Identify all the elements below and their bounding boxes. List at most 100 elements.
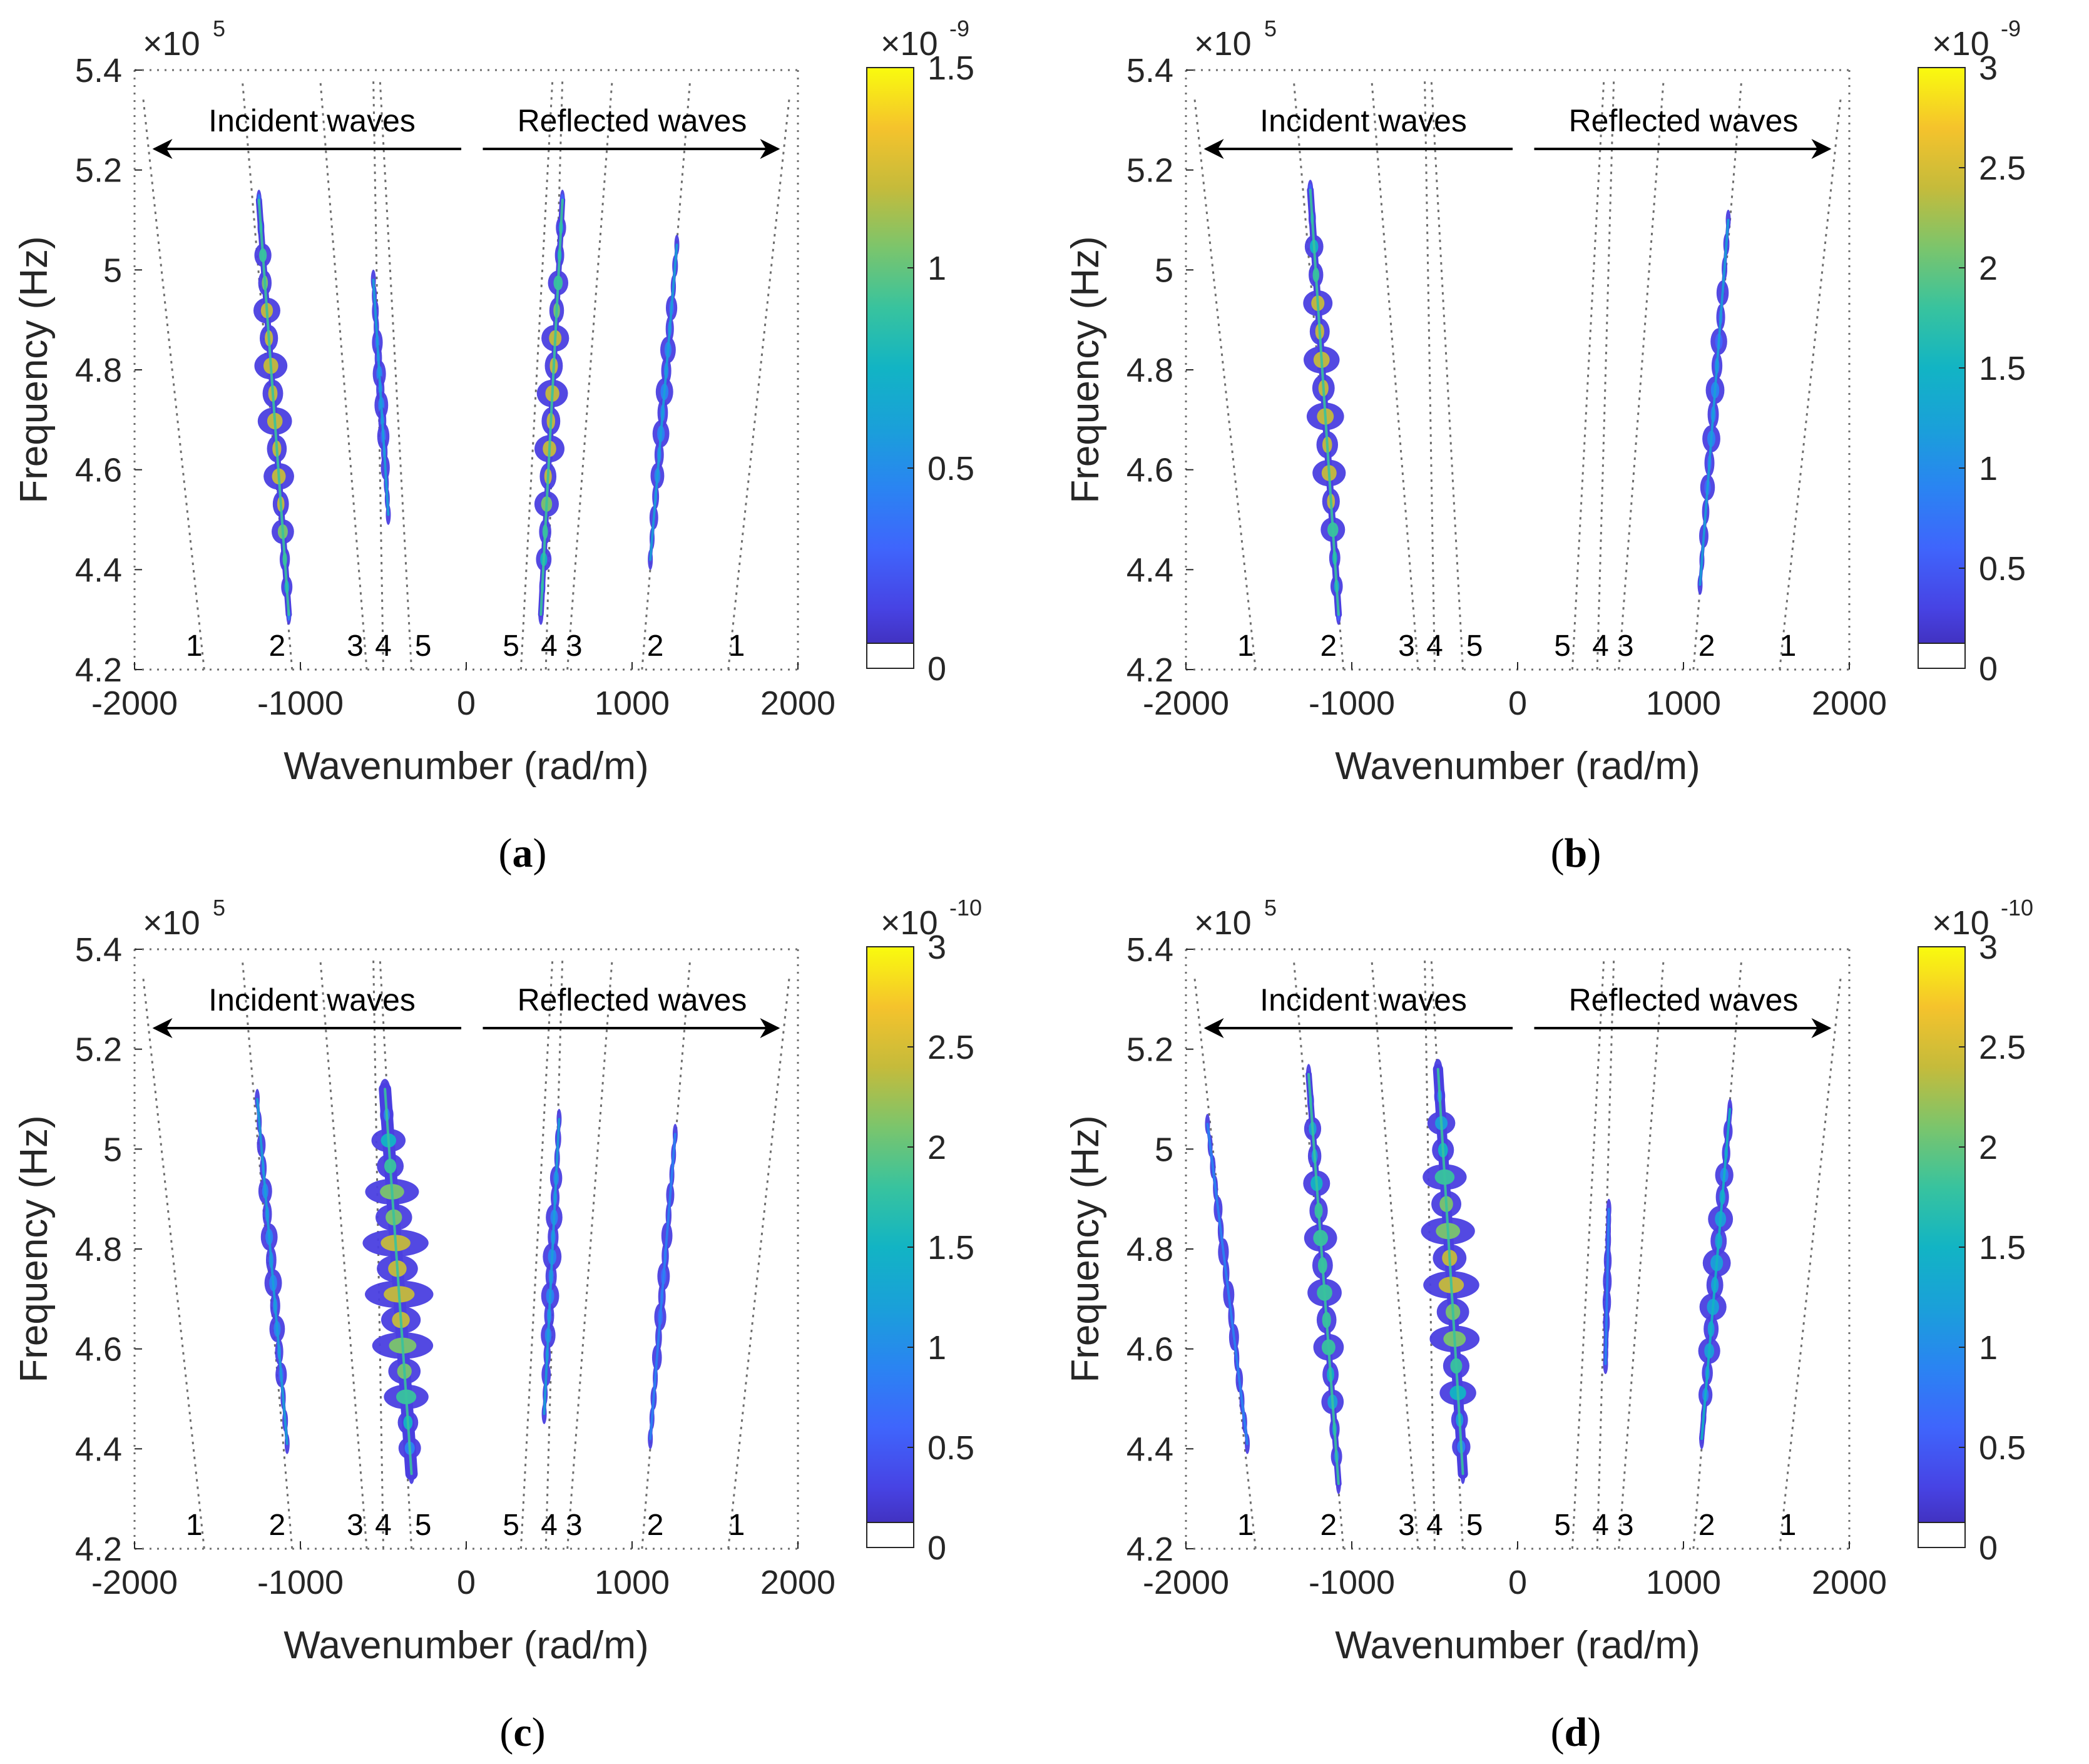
mode-label-incident-1: 1 — [186, 630, 203, 663]
band-centerline — [1206, 1123, 1249, 1445]
band-centerline — [256, 1098, 289, 1445]
y-tick-label: 4.2 — [1126, 1531, 1173, 1568]
y-tick-label: 4.6 — [1126, 1331, 1173, 1369]
colorbar-tick-label: 0 — [1979, 650, 1998, 688]
colorbar-multiplier-exponent: -10 — [949, 895, 982, 920]
band-centerline — [384, 1088, 413, 1476]
band-centerline — [1700, 1108, 1732, 1440]
colorbar-tick-label: 1.5 — [1979, 1229, 2026, 1267]
y-multiplier: ×10 — [1194, 25, 1252, 63]
colorbar-tick-label: 0.5 — [1979, 1429, 2026, 1467]
dispersion-guide-3 — [319, 79, 368, 670]
reflected-waves-label: Reflected waves — [1569, 103, 1799, 138]
energy-band-4-reflected — [534, 190, 569, 625]
energy-band-4-incident — [362, 1079, 434, 1484]
energy-band-2-reflected — [1697, 210, 1731, 595]
colorbar-zero-bin — [1918, 643, 1966, 669]
colorbar-tick-label: 1 — [927, 250, 946, 287]
mode-label-reflected-5: 5 — [1554, 1509, 1571, 1542]
y-tick-label: 4.8 — [75, 352, 122, 389]
dispersion-guide-10 — [1779, 974, 1842, 1549]
mode-label-reflected-4: 4 — [1592, 630, 1609, 663]
colorbar-multiplier: ×10 — [1932, 25, 1989, 63]
mode-label-incident-3: 3 — [347, 630, 364, 663]
y-tick-label: 4.8 — [75, 1231, 122, 1268]
x-tick-label: -1000 — [257, 685, 344, 722]
mode-label-incident-1: 1 — [1237, 630, 1254, 663]
mode-label-reflected-3: 3 — [1617, 630, 1634, 663]
mode-label-reflected-2: 2 — [647, 630, 664, 663]
caption-d: (d) — [1551, 1710, 1601, 1755]
x-tick-label: 0 — [457, 685, 476, 722]
mode-label-incident-3: 3 — [347, 1509, 364, 1542]
colorbar-tick-label: 2 — [1979, 1129, 1998, 1166]
mode-label-reflected-1: 1 — [728, 1509, 745, 1542]
colorbar — [866, 67, 914, 669]
dispersion-guide-4 — [1424, 79, 1436, 670]
plot-area — [1186, 70, 1849, 670]
mode-label-incident-2: 2 — [269, 630, 286, 663]
y-tick-label: 5.2 — [1126, 152, 1173, 190]
band-centerline — [1698, 218, 1730, 586]
colorbar-tick-label: 1.5 — [927, 49, 974, 87]
mode-label-reflected-5: 5 — [503, 1509, 519, 1542]
energy-band-4-reflected — [541, 1109, 563, 1424]
colorbar-tick-label: 0.5 — [927, 1429, 974, 1467]
incident-waves-label: Incident waves — [1260, 103, 1467, 138]
energy-band-2-reflected — [648, 1123, 678, 1449]
mode-label-incident-3: 3 — [1398, 630, 1415, 663]
dispersion-guide-1 — [1193, 94, 1257, 670]
band-centerline — [257, 198, 290, 616]
y-multiplier-exponent: 5 — [213, 895, 225, 920]
colorbar-zero-bin — [866, 1522, 914, 1548]
mode-label-reflected-4: 4 — [1592, 1509, 1609, 1542]
colorbar-tick-label: 0 — [927, 650, 946, 688]
mode-label-incident-4: 4 — [375, 1509, 392, 1542]
y-tick-label: 5 — [103, 252, 122, 289]
y-axis-label: Frequency (Hz) — [13, 1115, 56, 1382]
y-tick-label: 4.4 — [75, 1430, 122, 1468]
dispersion-guide-10 — [727, 94, 791, 670]
y-tick-label: 5.4 — [75, 931, 122, 969]
dispersion-guide-7 — [1596, 79, 1615, 670]
energy-band-2-reflected — [648, 235, 680, 570]
y-multiplier-exponent: 5 — [1264, 895, 1277, 920]
dispersion-guide-5 — [379, 79, 413, 670]
colorbar-multiplier-exponent: -9 — [2001, 16, 2021, 41]
colorbar — [1918, 946, 1966, 1548]
dispersion-guide-8 — [1618, 79, 1665, 670]
dispersion-guide-6 — [519, 959, 554, 1549]
mode-label-incident-2: 2 — [1320, 630, 1337, 663]
dispersion-guide-6 — [1571, 79, 1605, 670]
dispersion-guide-1 — [1193, 974, 1257, 1549]
energy-band-2-reflected — [1698, 1099, 1734, 1449]
colorbar-tick-label: 0.5 — [1979, 550, 2026, 588]
colorbar-multiplier-exponent: -9 — [949, 16, 969, 41]
y-tick-label: 5.4 — [1126, 931, 1173, 969]
x-axis-label: Wavenumber (rad/m) — [1335, 745, 1700, 788]
y-tick-label: 5.2 — [75, 1031, 122, 1069]
colorbar-tick-label: 3 — [1979, 49, 1998, 87]
x-tick-label: -2000 — [1143, 1564, 1229, 1601]
mode-label-reflected-5: 5 — [503, 630, 519, 663]
y-tick-label: 5 — [1155, 252, 1173, 289]
y-tick-label: 5.4 — [1126, 52, 1173, 89]
y-tick-label: 4.2 — [1126, 651, 1173, 689]
caption-b: (b) — [1551, 830, 1601, 876]
dispersion-guide-8 — [1618, 959, 1665, 1549]
colorbar-multiplier: ×10 — [881, 904, 938, 942]
y-axis-label: Frequency (Hz) — [13, 236, 56, 503]
mode-label-incident-2: 2 — [269, 1509, 286, 1542]
energy-band-1-incident — [1205, 1114, 1250, 1454]
dispersion-guide-10 — [1779, 94, 1842, 670]
band-centerline — [1309, 188, 1340, 616]
colorbar-multiplier-exponent: -10 — [2001, 895, 2033, 920]
mode-label-reflected-4: 4 — [541, 1509, 558, 1542]
energy-band-4-incident — [1421, 1059, 1480, 1484]
y-axis-label: Frequency (Hz) — [1064, 236, 1107, 503]
x-tick-label: 1000 — [1646, 1564, 1721, 1601]
mode-label-reflected-1: 1 — [1780, 630, 1797, 663]
colorbar — [1918, 67, 1966, 669]
